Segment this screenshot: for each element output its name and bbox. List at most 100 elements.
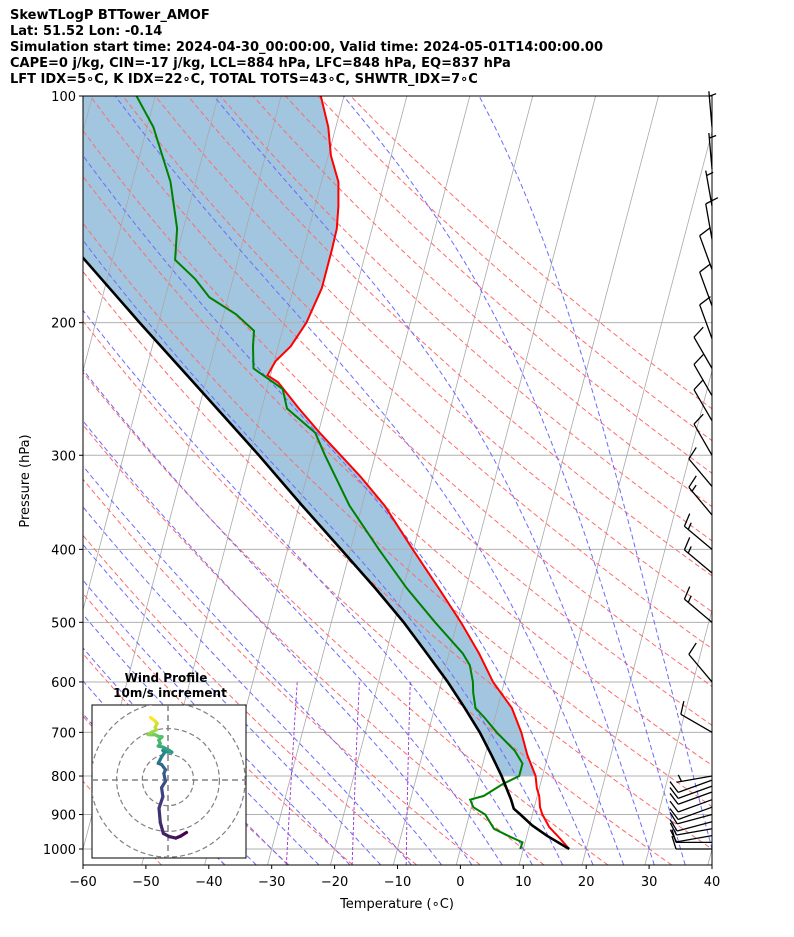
wind-barb <box>669 811 713 825</box>
wind-barb-staff <box>677 821 713 832</box>
wind-barb-half-flag <box>677 774 683 782</box>
x-axis-label: Temperature (∘C) <box>339 897 454 912</box>
x-tick-label: −60 <box>69 875 96 890</box>
chart-header: SkewTLogP BTTower_AMOF Lat: 51.52 Lon: -… <box>10 8 603 88</box>
wind-barb <box>669 791 713 805</box>
wind-barb-half-flag <box>687 595 692 603</box>
wind-barb <box>699 226 713 270</box>
x-tick-label: 40 <box>704 875 721 890</box>
wind-barb-half-flag <box>691 484 697 492</box>
moist-adiabat-line <box>213 96 655 865</box>
wind-barb-staff <box>677 785 713 800</box>
wind-barb-staff <box>684 525 713 550</box>
dry-adiabat-line <box>317 96 712 442</box>
x-tick-label: −30 <box>258 875 285 890</box>
dry-adiabat-line <box>154 96 712 613</box>
inset-subtitle: 10m/s increment <box>113 686 227 700</box>
wind-barb-half-flag <box>709 134 717 139</box>
location-text: Lat: 51.52 Lon: -0.14 <box>10 24 163 39</box>
wind-barb-staff <box>705 203 713 240</box>
wind-barb <box>708 91 717 128</box>
y-tick-label: 300 <box>51 449 76 464</box>
wind-barb-staff <box>680 713 713 733</box>
wind-barb-flag <box>693 379 704 391</box>
index-text: LFT IDX=5∘C, K IDX=22∘C, TOTAL TOTS=43∘C… <box>10 72 478 87</box>
y-tick-label: 900 <box>51 809 76 824</box>
wind-barb-flag <box>669 822 678 836</box>
wind-barb <box>676 774 713 783</box>
wind-barb <box>669 779 713 794</box>
wind-barb <box>669 829 713 843</box>
moist-adiabat-line <box>478 96 712 852</box>
wind-barb <box>699 296 713 339</box>
moist-adiabat-line <box>83 239 564 865</box>
dry-adiabat-line <box>122 96 712 650</box>
x-tick-label: 30 <box>641 875 658 890</box>
wind-barb <box>688 447 713 487</box>
moist-adiabat-line <box>83 579 351 865</box>
dry-adiabat-line <box>83 320 672 865</box>
parcel-profile-line <box>83 255 570 851</box>
wind-barb <box>693 354 713 396</box>
isotherm-line <box>83 96 156 373</box>
isotherm-line <box>83 96 93 134</box>
moist-adiabat-line <box>83 543 382 865</box>
wind-barbs <box>669 91 719 850</box>
wind-barb-flag <box>669 811 678 825</box>
wind-barb <box>699 263 713 307</box>
dry-adiabat-line <box>187 96 712 577</box>
wind-barb <box>669 819 713 832</box>
moist-adiabat-line <box>343 96 686 865</box>
wind-barb-flag <box>669 793 679 805</box>
mixing-ratio-line <box>285 681 298 865</box>
wind-barb-staff <box>693 336 713 369</box>
moist-adiabat-line <box>83 465 443 865</box>
wind-barb <box>680 700 713 733</box>
wind-barb-staff <box>708 91 713 128</box>
wind-barb-staff <box>677 791 713 805</box>
wind-barb <box>693 326 713 369</box>
wind-barb-flag <box>669 829 678 843</box>
moist-adiabat-line <box>83 420 473 865</box>
wind-barb-flag <box>688 475 697 488</box>
wind-barb-staff <box>693 364 713 396</box>
isotherm-line <box>267 96 471 865</box>
wind-barb-staff <box>677 779 713 794</box>
x-tick-label: −20 <box>321 875 348 890</box>
wind-barb <box>669 799 713 813</box>
dry-adiabat-line <box>89 96 712 688</box>
wind-barb-flag <box>683 586 691 600</box>
wind-barb-flag <box>683 537 691 551</box>
wind-barb <box>669 785 713 800</box>
mixing-ratio-line <box>405 681 411 865</box>
chart-title: SkewTLogP BTTower_AMOF <box>10 8 210 23</box>
wind-profile-inset: Wind Profile 10m/s increment <box>91 671 247 859</box>
wind-barb-flag <box>669 800 679 813</box>
dry-adiabat-line <box>83 129 712 726</box>
wind-barb-flag <box>705 197 719 205</box>
dry-adiabat-line <box>83 371 609 865</box>
wind-barb <box>683 537 713 574</box>
x-tick-label: −50 <box>132 875 159 890</box>
hodograph-segment <box>158 820 165 836</box>
x-tick-label: 10 <box>515 875 532 890</box>
wind-barb-flag <box>693 326 704 338</box>
stability-text: CAPE=0 j/kg, CIN=-17 j/kg, LCL=884 hPa, … <box>10 56 511 71</box>
isotherm-line <box>644 608 712 865</box>
wind-barb-staff <box>677 806 713 821</box>
wind-barb-staff <box>699 271 713 307</box>
hodograph-segment <box>148 715 155 721</box>
isotherm-line <box>455 96 659 865</box>
wind-barb-flag <box>669 787 679 799</box>
isotherm-line <box>83 96 219 612</box>
y-tick-label: 500 <box>51 616 76 631</box>
dry-adiabat-line <box>83 424 545 865</box>
wind-barb-flag <box>671 835 677 850</box>
dewpoint-profile-line <box>135 96 524 850</box>
hodograph-segment <box>157 806 162 825</box>
wind-barb <box>708 133 717 170</box>
wind-barb-flag <box>699 263 711 273</box>
wind-barb-flag <box>683 513 691 527</box>
dry-adiabat-line <box>83 534 417 865</box>
wind-barb-flag <box>693 413 704 425</box>
